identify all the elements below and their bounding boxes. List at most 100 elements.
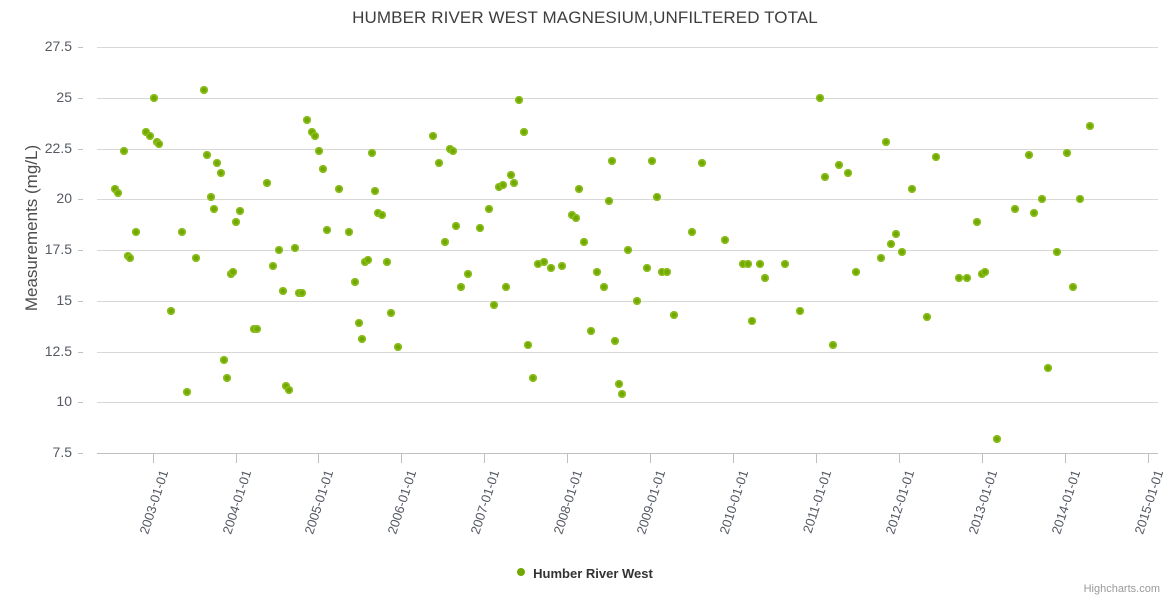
- scatter-point[interactable]: [1052, 248, 1061, 257]
- scatter-point[interactable]: [1011, 205, 1020, 214]
- scatter-point[interactable]: [141, 128, 150, 137]
- scatter-point[interactable]: [297, 288, 306, 297]
- scatter-point[interactable]: [357, 335, 366, 344]
- scatter-point[interactable]: [546, 264, 555, 273]
- scatter-point[interactable]: [209, 205, 218, 214]
- scatter-point[interactable]: [780, 260, 789, 269]
- scatter-point[interactable]: [463, 270, 472, 279]
- scatter-point[interactable]: [963, 274, 972, 283]
- scatter-point[interactable]: [229, 268, 238, 277]
- scatter-point[interactable]: [528, 373, 537, 382]
- scatter-point[interactable]: [623, 246, 632, 254]
- scatter-point[interactable]: [113, 189, 122, 198]
- scatter-point[interactable]: [647, 156, 656, 165]
- scatter-point[interactable]: [923, 312, 932, 321]
- scatter-point[interactable]: [720, 235, 729, 244]
- scatter-point[interactable]: [523, 341, 532, 350]
- scatter-point[interactable]: [1024, 150, 1033, 159]
- scatter-point[interactable]: [284, 386, 293, 395]
- scatter-point[interactable]: [886, 239, 895, 248]
- scatter-point[interactable]: [835, 160, 844, 169]
- scatter-point[interactable]: [520, 128, 529, 137]
- scatter-point[interactable]: [345, 227, 354, 236]
- scatter-point[interactable]: [232, 217, 241, 226]
- scatter-point[interactable]: [540, 258, 549, 267]
- scatter-point[interactable]: [510, 179, 519, 187]
- scatter-point[interactable]: [1037, 195, 1046, 204]
- scatter-point[interactable]: [571, 213, 580, 222]
- scatter-point[interactable]: [367, 148, 376, 157]
- scatter-point[interactable]: [177, 227, 186, 236]
- scatter-point[interactable]: [1085, 122, 1094, 131]
- scatter-point[interactable]: [973, 217, 982, 226]
- scatter-point[interactable]: [579, 237, 588, 246]
- scatter-point[interactable]: [206, 193, 215, 202]
- scatter-point[interactable]: [876, 254, 885, 263]
- scatter-point[interactable]: [931, 152, 940, 161]
- scatter-point[interactable]: [235, 207, 244, 216]
- legend-item-humber-river-west[interactable]: Humber River West: [517, 565, 653, 581]
- scatter-point[interactable]: [604, 197, 613, 206]
- scatter-point[interactable]: [815, 93, 824, 102]
- scatter-point[interactable]: [268, 262, 277, 271]
- scatter-point[interactable]: [669, 310, 678, 319]
- scatter-point[interactable]: [744, 260, 753, 269]
- scatter-point[interactable]: [1044, 363, 1053, 372]
- scatter-point[interactable]: [322, 225, 331, 234]
- scatter-point[interactable]: [155, 140, 164, 149]
- scatter-point[interactable]: [747, 317, 756, 326]
- scatter-point[interactable]: [434, 158, 443, 167]
- scatter-point[interactable]: [315, 146, 324, 155]
- scatter-point[interactable]: [448, 146, 457, 155]
- scatter-point[interactable]: [318, 164, 327, 173]
- scatter-point[interactable]: [278, 286, 287, 295]
- scatter-point[interactable]: [1029, 209, 1038, 218]
- scatter-point[interactable]: [282, 382, 291, 390]
- scatter-point[interactable]: [364, 256, 373, 265]
- scatter-point[interactable]: [567, 211, 576, 220]
- scatter-point[interactable]: [111, 185, 120, 194]
- scatter-point[interactable]: [126, 254, 135, 263]
- scatter-point[interactable]: [820, 172, 829, 181]
- scatter-point[interactable]: [476, 223, 485, 232]
- scatter-point[interactable]: [558, 262, 567, 271]
- scatter-point[interactable]: [302, 116, 311, 125]
- scatter-point[interactable]: [485, 205, 494, 214]
- scatter-point[interactable]: [335, 185, 344, 194]
- scatter-point[interactable]: [382, 258, 391, 267]
- scatter-point[interactable]: [253, 325, 262, 334]
- scatter-point[interactable]: [183, 388, 192, 397]
- scatter-point[interactable]: [131, 227, 140, 236]
- scatter-point[interactable]: [213, 158, 222, 167]
- scatter-point[interactable]: [908, 185, 917, 194]
- scatter-point[interactable]: [166, 306, 175, 315]
- scatter-point[interactable]: [611, 337, 620, 346]
- scatter-point[interactable]: [394, 343, 403, 352]
- scatter-point[interactable]: [608, 156, 617, 165]
- scatter-point[interactable]: [428, 132, 437, 141]
- scatter-point[interactable]: [377, 211, 386, 220]
- scatter-point[interactable]: [586, 327, 595, 336]
- scatter-point[interactable]: [993, 434, 1002, 443]
- scatter-point[interactable]: [120, 146, 129, 155]
- scatter-point[interactable]: [981, 268, 990, 277]
- scatter-point[interactable]: [614, 379, 623, 388]
- scatter-point[interactable]: [216, 168, 225, 177]
- scatter-point[interactable]: [1069, 282, 1078, 291]
- scatter-point[interactable]: [633, 296, 642, 305]
- scatter-point[interactable]: [1062, 148, 1071, 157]
- scatter-point[interactable]: [191, 254, 200, 263]
- scatter-point[interactable]: [852, 268, 861, 277]
- scatter-point[interactable]: [498, 181, 507, 190]
- scatter-point[interactable]: [515, 95, 524, 104]
- scatter-point[interactable]: [219, 355, 228, 364]
- scatter-point[interactable]: [452, 221, 461, 230]
- scatter-point[interactable]: [291, 243, 300, 252]
- scatter-point[interactable]: [662, 268, 671, 277]
- scatter-point[interactable]: [618, 390, 627, 399]
- scatter-point[interactable]: [898, 248, 907, 257]
- scatter-point[interactable]: [652, 193, 661, 202]
- scatter-point[interactable]: [263, 179, 272, 187]
- scatter-point[interactable]: [150, 93, 159, 102]
- scatter-point[interactable]: [881, 138, 890, 147]
